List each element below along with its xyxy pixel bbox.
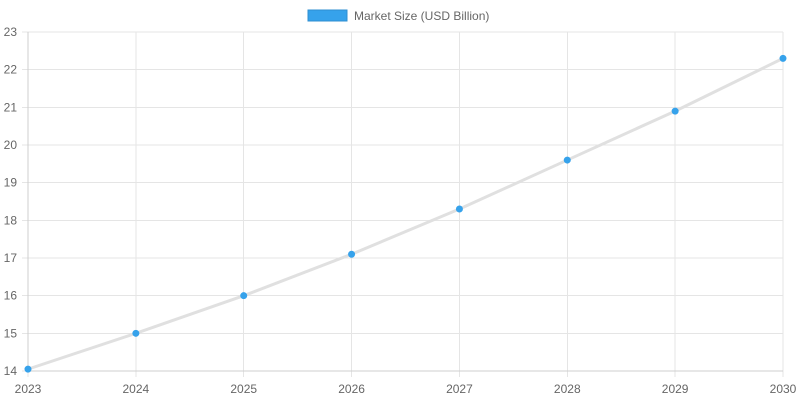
data-point[interactable]	[240, 292, 248, 300]
x-tick-label: 2024	[123, 382, 150, 396]
y-tick-label: 15	[4, 326, 18, 340]
y-tick-label: 22	[4, 63, 18, 77]
data-point[interactable]	[455, 205, 463, 213]
x-tick-label: 2023	[15, 382, 42, 396]
x-tick-label: 2028	[554, 382, 581, 396]
y-tick-label: 23	[4, 25, 18, 39]
data-point[interactable]	[132, 329, 140, 337]
x-tick-label: 2025	[230, 382, 257, 396]
x-tick-label: 2030	[770, 382, 797, 396]
y-tick-label: 19	[4, 176, 18, 190]
grid	[27, 31, 784, 372]
data-point[interactable]	[348, 250, 356, 258]
y-tick-label: 21	[4, 100, 18, 114]
data-point[interactable]	[779, 54, 787, 62]
data-point[interactable]	[24, 365, 32, 373]
data-point[interactable]	[671, 107, 679, 115]
x-tick-label: 2027	[446, 382, 473, 396]
data-point[interactable]	[563, 156, 571, 164]
legend[interactable]: Market Size (USD Billion)	[307, 9, 489, 23]
series-layer	[26, 56, 785, 371]
y-tick-label: 18	[4, 213, 18, 227]
y-tick-label: 17	[4, 251, 18, 265]
x-tick-label: 2029	[662, 382, 689, 396]
series-line	[26, 56, 785, 371]
axes: 14 15 16 17 18 19 20 21 22 23 2023 2024 2025 2026 2027…	[4, 25, 797, 396]
y-tick-label: 16	[4, 289, 18, 303]
x-tick-label: 2026	[338, 382, 365, 396]
legend-label[interactable]: Market Size (USD Billion)	[354, 9, 489, 23]
y-tick-label: 14	[4, 364, 18, 378]
legend-swatch[interactable]	[307, 9, 348, 22]
points-layer	[24, 54, 787, 373]
y-tick-label: 20	[4, 138, 18, 152]
